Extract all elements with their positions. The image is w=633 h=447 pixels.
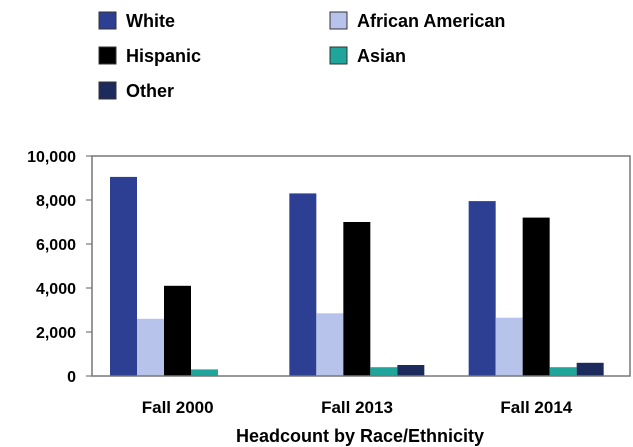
legend-swatch <box>329 46 348 65</box>
x-tick-label: Fall 2014 <box>500 398 572 417</box>
legend-swatch <box>329 11 348 30</box>
bar-white <box>289 193 317 376</box>
legend-label: African American <box>357 11 505 31</box>
legend-swatch <box>98 81 117 100</box>
legend-swatch <box>98 11 117 30</box>
legend: White African American Hispanic Asian Other <box>98 11 505 101</box>
y-tick-label: 0 <box>67 369 76 386</box>
bar-other <box>576 362 604 376</box>
bar-african-american <box>495 317 523 376</box>
bar-asian <box>549 367 577 376</box>
legend-item: Other <box>98 81 174 101</box>
x-tick-label: Fall 2013 <box>321 398 393 417</box>
legend-label: White <box>126 11 175 31</box>
bar-asian <box>191 369 218 376</box>
legend-label: Other <box>126 81 174 101</box>
bars <box>110 176 604 376</box>
bar-african-american <box>316 313 344 376</box>
bar-white <box>468 201 496 376</box>
y-tick-label: 6,000 <box>36 237 76 254</box>
y-tick-label: 2,000 <box>36 325 76 342</box>
bar-other <box>397 365 425 376</box>
legend-item: Asian <box>329 46 406 66</box>
bar-white <box>110 176 137 376</box>
legend-label: Hispanic <box>126 46 201 66</box>
bar-hispanic <box>343 222 371 376</box>
bar-asian <box>370 367 398 376</box>
y-tick-label: 10,000 <box>27 149 76 166</box>
plot-area-frame <box>91 155 631 377</box>
y-tick-label: 8,000 <box>36 193 76 210</box>
legend-swatch <box>98 46 117 65</box>
x-axis-label: Headcount by Race/Ethnicity <box>236 426 484 446</box>
legend-item: African American <box>329 11 505 31</box>
bar-hispanic <box>522 217 550 376</box>
bar-hispanic <box>164 285 191 376</box>
y-tick-label: 4,000 <box>36 281 76 298</box>
legend-label: Asian <box>357 46 406 66</box>
legend-item: Hispanic <box>98 46 201 66</box>
bar-african-american <box>137 318 164 376</box>
x-axis: Fall 2000 Fall 2013 Fall 2014 <box>142 398 573 417</box>
y-axis: 0 2,000 4,000 6,000 8,000 10,000 <box>27 149 92 386</box>
x-tick-label: Fall 2000 <box>142 398 214 417</box>
legend-item: White <box>98 11 175 31</box>
